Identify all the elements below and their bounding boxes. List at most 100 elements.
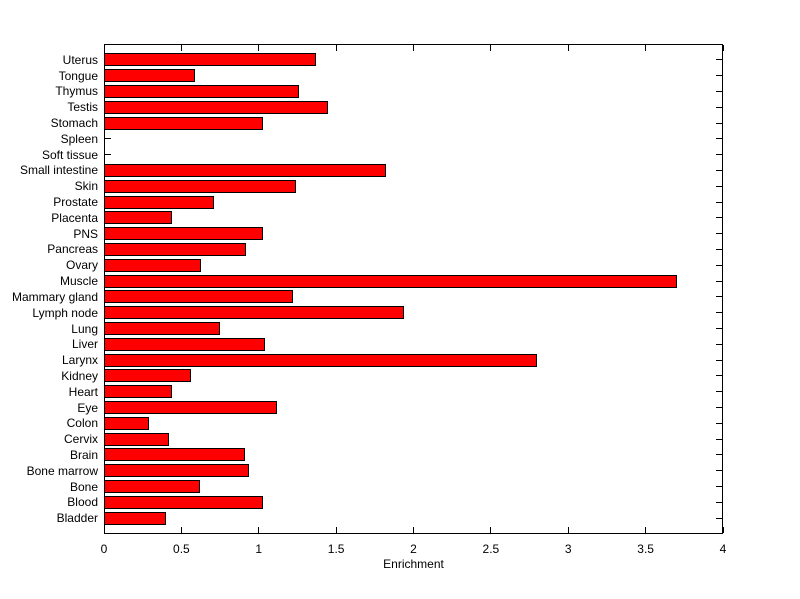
bar — [104, 385, 172, 399]
y-tick-right — [716, 248, 722, 250]
y-tick-right — [716, 185, 722, 187]
y-tick-right — [716, 438, 722, 440]
bar — [104, 227, 263, 241]
y-tick-label: Mammary gland — [11, 289, 98, 304]
y-tick-label: Thymus — [55, 84, 98, 99]
y-tick-label: Heart — [68, 384, 98, 399]
bar — [104, 495, 263, 509]
bar — [104, 290, 293, 304]
bar — [104, 274, 677, 288]
bar — [104, 100, 328, 114]
y-tick-right — [716, 138, 722, 140]
y-tick-label: Cervix — [63, 432, 98, 447]
bar — [104, 353, 537, 367]
y-tick-right — [716, 328, 722, 330]
y-tick-right — [716, 375, 722, 377]
y-tick-right — [716, 90, 722, 92]
y-tick-right — [716, 486, 722, 488]
x-tick-label: 0 — [100, 542, 108, 556]
y-tick-right — [716, 264, 722, 266]
bar — [104, 69, 195, 83]
y-tick-right — [716, 154, 722, 156]
y-tick-label: Kidney — [61, 368, 98, 383]
bar — [104, 511, 166, 525]
bar — [104, 116, 263, 130]
bar — [104, 84, 299, 98]
x-tick-bottom — [103, 527, 105, 533]
x-tick-bottom — [180, 527, 182, 533]
bar — [104, 211, 172, 225]
bar — [104, 242, 246, 256]
y-tick-label: Skin — [74, 179, 98, 194]
y-tick-right — [716, 470, 722, 472]
y-tick-label: Testis — [67, 100, 98, 115]
x-tick-top — [103, 45, 105, 51]
y-tick-label: Prostate — [53, 195, 98, 210]
y-tick-label: Soft tissue — [41, 147, 98, 162]
y-tick-left — [105, 138, 111, 140]
x-tick-top — [258, 45, 260, 51]
x-tick-top — [335, 45, 337, 51]
x-tick-bottom — [645, 527, 647, 533]
x-tick-top — [490, 45, 492, 51]
x-tick-top — [567, 45, 569, 51]
bar — [104, 337, 265, 351]
bar — [104, 179, 296, 193]
y-tick-label: Ovary — [65, 258, 98, 273]
bar — [104, 306, 404, 320]
y-tick-right — [716, 407, 722, 409]
y-tick-label: Stomach — [50, 116, 98, 131]
y-tick-right — [716, 122, 722, 124]
y-tick-right — [716, 106, 722, 108]
bar — [104, 53, 316, 67]
y-tick-label: Pancreas — [47, 242, 98, 257]
y-tick-label: Blood — [67, 495, 98, 510]
x-tick-top — [722, 45, 724, 51]
y-tick-right — [716, 391, 722, 393]
y-tick-right — [716, 296, 722, 298]
x-tick-bottom — [413, 527, 414, 533]
y-tick-label: Liver — [71, 337, 98, 352]
x-tick-top — [413, 45, 414, 51]
y-tick-label: Spleen — [60, 131, 98, 146]
y-tick-right — [716, 59, 722, 61]
bar — [104, 163, 386, 177]
y-tick-right — [716, 233, 722, 235]
y-tick-right — [716, 422, 722, 424]
y-tick-label: Lung — [71, 321, 98, 336]
x-tick-label: 1 — [255, 542, 263, 556]
y-tick-label: Muscle — [59, 274, 98, 289]
y-tick-label: Brain — [69, 447, 98, 462]
bar — [104, 416, 149, 430]
bar — [104, 401, 277, 415]
x-axis-title: Enrichment — [383, 557, 444, 571]
x-tick-bottom — [258, 527, 260, 533]
y-tick-right — [716, 280, 722, 282]
x-tick-top — [180, 45, 182, 51]
y-tick-right — [716, 217, 722, 219]
y-tick-label: Tongue — [58, 68, 98, 83]
y-tick-right — [716, 454, 722, 456]
y-tick-label: Uterus — [62, 52, 98, 67]
y-tick-label: Bone marrow — [26, 463, 98, 478]
y-tick-label: Bladder — [56, 511, 98, 526]
x-tick-top — [645, 45, 647, 51]
x-tick-label: 3.5 — [637, 542, 654, 556]
x-tick-label: 2 — [410, 542, 417, 556]
y-tick-right — [716, 169, 722, 171]
x-tick-bottom — [722, 527, 724, 533]
bar — [104, 195, 214, 209]
y-tick-left — [105, 154, 111, 156]
y-tick-label: Lymph node — [32, 305, 98, 320]
bar — [104, 369, 191, 383]
y-tick-right — [716, 359, 722, 361]
bar — [104, 322, 220, 336]
x-tick-label: 1.5 — [327, 542, 345, 556]
y-tick-right — [716, 501, 722, 503]
bar — [104, 448, 245, 462]
x-tick-bottom — [335, 527, 337, 533]
y-tick-label: Placenta — [51, 210, 98, 225]
x-tick-bottom — [490, 527, 492, 533]
y-tick-label: Larynx — [61, 353, 98, 368]
